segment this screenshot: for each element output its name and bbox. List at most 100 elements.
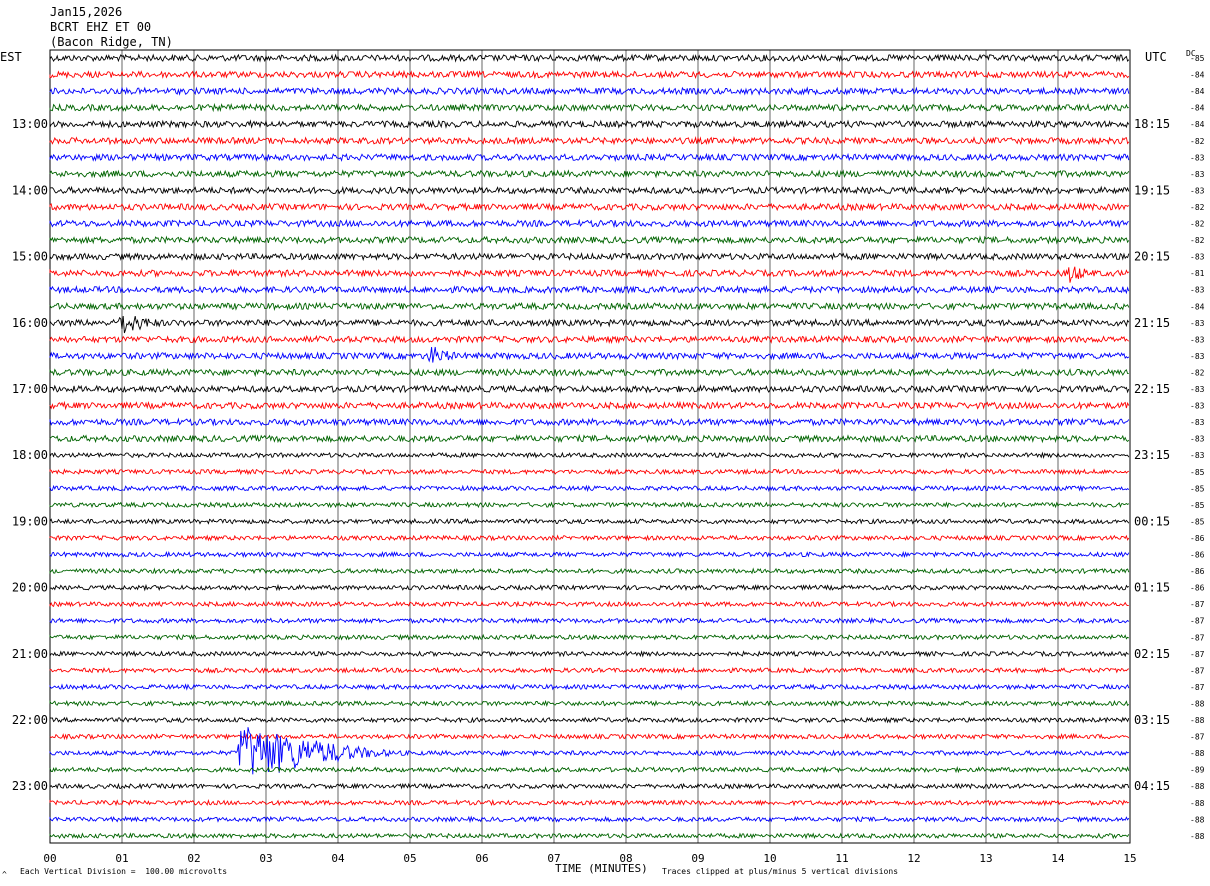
station-code: BCRT EHZ ET 00	[50, 20, 152, 34]
seismic-trace	[49, 346, 1130, 363]
station-location: (Bacon Ridge, TN)	[50, 35, 173, 49]
dc-offset-label: -83	[1190, 352, 1205, 361]
seismic-trace	[49, 815, 1130, 824]
right-hour-label: 00:15	[1134, 514, 1170, 528]
seismic-trace	[49, 86, 1130, 96]
seismic-trace	[49, 169, 1130, 179]
seismic-trace	[49, 567, 1130, 575]
right-hour-label: 19:15	[1134, 183, 1170, 197]
dc-offset-label: -85	[1190, 54, 1205, 63]
seismic-trace	[49, 384, 1130, 394]
seismic-trace	[49, 732, 1130, 741]
dc-offset-label: -87	[1190, 633, 1205, 642]
dc-offset-label: -86	[1190, 551, 1205, 560]
dc-offset-label: -83	[1190, 286, 1205, 295]
plot-frame	[49, 49, 1131, 844]
left-hour-label: 15:00	[12, 250, 48, 264]
seismic-trace	[49, 798, 1129, 807]
right-hour-label: 02:15	[1134, 647, 1170, 661]
dc-offset-label: -86	[1190, 534, 1205, 543]
dc-offset-label: -84	[1190, 71, 1205, 80]
dc-offset-label: -83	[1190, 335, 1205, 344]
seismic-trace	[49, 616, 1130, 625]
chart-date: Jan15,2026	[50, 5, 123, 19]
dc-offset-label: -85	[1190, 501, 1205, 510]
seismic-trace	[49, 600, 1129, 608]
scale-note: Each Vertical Division = 100.00 microvol…	[20, 867, 228, 876]
x-axis-title: TIME (MINUTES)	[555, 862, 648, 875]
dc-offset-label: -83	[1190, 451, 1205, 460]
seismic-trace	[49, 468, 1130, 476]
x-tick-label: 14	[1051, 852, 1065, 865]
seismic-trace	[49, 202, 1130, 212]
dc-offset-label: -84	[1190, 120, 1205, 129]
dc-offset-label: -87	[1190, 617, 1205, 626]
right-hour-label: 21:15	[1134, 316, 1170, 330]
seismic-trace	[49, 683, 1130, 691]
x-tick-label: 08	[619, 852, 632, 865]
x-tick-label: 04	[331, 852, 345, 865]
x-tick-label: 06	[475, 852, 488, 865]
dc-offset-label: -88	[1190, 832, 1205, 841]
dc-offset-label: -83	[1190, 319, 1205, 328]
seismic-trace	[49, 765, 1130, 774]
dc-offset-label: -87	[1190, 650, 1205, 659]
dc-offset-label: -87	[1190, 600, 1205, 609]
seismic-trace	[49, 650, 1129, 658]
dc-offset-label: -88	[1190, 749, 1205, 758]
seismic-trace	[49, 666, 1130, 675]
seismic-trace	[49, 716, 1130, 724]
seismic-trace	[49, 699, 1130, 708]
dc-offset-label: -88	[1190, 716, 1205, 725]
seismic-trace	[49, 301, 1130, 311]
dc-offset-label: -83	[1190, 402, 1205, 411]
seismic-trace	[49, 517, 1130, 525]
dc-offset-label: -84	[1190, 104, 1205, 113]
seismic-trace	[49, 501, 1130, 509]
x-tick-label: 09	[691, 852, 704, 865]
seismic-trace	[49, 119, 1130, 129]
dc-offset-label: -82	[1190, 236, 1205, 245]
dc-offset-label: -83	[1190, 253, 1205, 262]
seismic-trace	[49, 433, 1130, 444]
right-hour-label: 04:15	[1134, 779, 1170, 793]
left-hour-label: 23:00	[12, 779, 48, 793]
x-tick-label: 15	[1123, 852, 1136, 865]
dc-offset-label: -81	[1190, 269, 1205, 278]
dc-offset-label: -83	[1190, 435, 1205, 444]
left-hour-label: 18:00	[12, 448, 48, 462]
left-hour-label: 22:00	[12, 713, 48, 727]
x-tick-label: 11	[835, 852, 848, 865]
seismic-trace	[49, 451, 1130, 459]
left-hour-label: 16:00	[12, 316, 48, 330]
x-tick-label: 03	[259, 852, 272, 865]
dc-offset-label: -87	[1190, 666, 1205, 675]
seismic-trace	[49, 266, 1130, 283]
dc-offset-label: -82	[1190, 203, 1205, 212]
seismic-trace	[49, 251, 1130, 262]
x-tick-label: 07	[547, 852, 560, 865]
seismic-trace	[49, 550, 1130, 559]
dc-offset-label: -85	[1190, 517, 1205, 526]
dc-offset-label: -89	[1190, 766, 1205, 775]
grid-lines	[49, 49, 1131, 844]
left-hour-label: 20:00	[12, 581, 48, 595]
dc-offset-label: -85	[1190, 468, 1205, 477]
dc-offset-label: -83	[1190, 418, 1205, 427]
seismic-trace	[49, 185, 1130, 196]
right-hour-label: 22:15	[1134, 382, 1170, 396]
dc-offset-label: -88	[1190, 699, 1205, 708]
dc-offset-label: -82	[1190, 220, 1205, 229]
x-tick-label: 12	[907, 852, 920, 865]
corner-mark: ^	[2, 870, 7, 879]
clip-note: Traces clipped at plus/minus 5 vertical …	[662, 867, 899, 876]
dc-offset-label: -83	[1190, 153, 1205, 162]
left-hour-label: 19:00	[12, 514, 48, 528]
x-tick-label: 05	[403, 852, 416, 865]
left-hour-label: 21:00	[12, 647, 48, 661]
seismic-trace	[49, 727, 1129, 775]
seismic-trace	[49, 334, 1130, 345]
x-tick-label: 00	[43, 852, 56, 865]
x-tick-label: 13	[979, 852, 992, 865]
